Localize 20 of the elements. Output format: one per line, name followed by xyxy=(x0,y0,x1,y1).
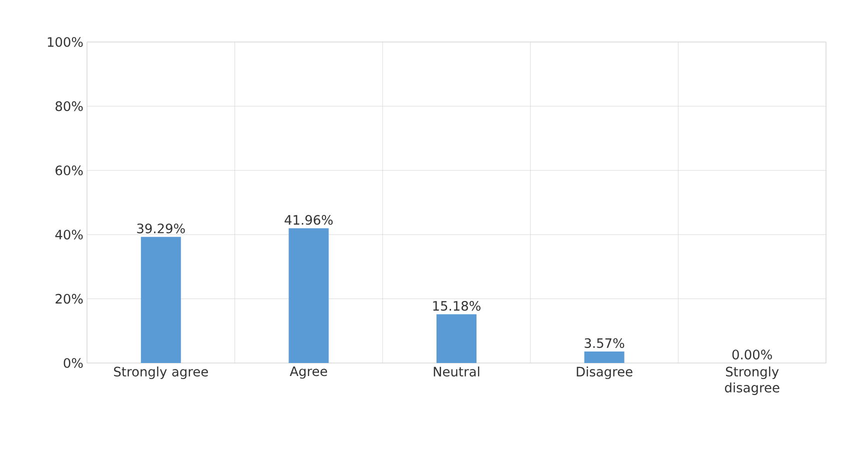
y-tick-label: 60% xyxy=(56,166,83,176)
bar xyxy=(288,228,329,363)
data-label: 3.57% xyxy=(584,338,624,348)
x-tick-label: Strongly disagree xyxy=(724,366,780,395)
x-tick-label: Strongly agree xyxy=(114,366,208,380)
bar xyxy=(140,236,181,363)
y-tick-label: 20% xyxy=(56,294,83,304)
y-tick-label: 100% xyxy=(48,37,83,47)
x-tick-label: Neutral xyxy=(434,366,480,377)
bar xyxy=(584,352,624,363)
data-label: 41.96% xyxy=(284,214,333,225)
x-tick-label: Disagree xyxy=(576,366,632,380)
y-tick-label: 80% xyxy=(56,101,83,112)
data-label: 0.00% xyxy=(732,350,772,360)
data-label: 39.29% xyxy=(137,224,185,234)
y-tick-label: 0% xyxy=(64,358,83,368)
y-tick-label: 40% xyxy=(55,230,83,240)
bar xyxy=(436,314,477,363)
data-label: 15.18% xyxy=(433,300,480,311)
x-tick-label: Agree xyxy=(290,366,328,379)
